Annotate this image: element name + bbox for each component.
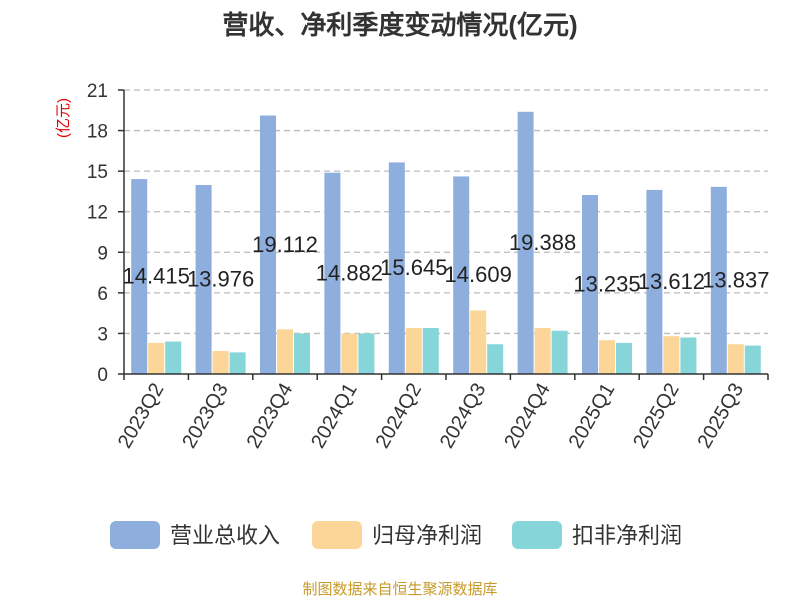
x-tick-label: 2025Q3 <box>693 380 748 453</box>
x-tick-label: 2023Q2 <box>114 380 169 453</box>
bar-deducted-profit <box>487 344 504 374</box>
bar-net-profit <box>212 351 229 374</box>
bar-net-profit <box>534 328 551 374</box>
bar-net-profit <box>599 340 615 374</box>
bar-net-profit <box>663 336 680 374</box>
bar-net-profit <box>148 342 165 374</box>
axes <box>123 90 768 375</box>
data-label: 13.612 <box>638 269 705 294</box>
bar-deducted-profit <box>680 337 697 374</box>
bar-revenue <box>453 176 470 374</box>
bar-revenue <box>388 162 405 374</box>
data-label: 19.388 <box>509 230 576 255</box>
legend-label: 营业总收入 <box>170 523 280 548</box>
y-axis-ticks: 0 3 6 9 12 15 18 21 <box>87 81 124 386</box>
legend-swatch <box>312 521 362 549</box>
bar-revenue <box>710 186 727 374</box>
bar-net-profit <box>727 344 744 374</box>
y-tick-label: 3 <box>97 324 108 345</box>
gridlines <box>124 89 768 335</box>
bar-deducted-profit <box>616 342 632 374</box>
x-tick-label: 2023Q4 <box>243 380 298 453</box>
chart-title: 营收、净利季度变动情况(亿元) <box>222 10 577 40</box>
bar-deducted-profit <box>229 352 246 374</box>
bar-net-profit <box>470 310 487 374</box>
x-tick-label: 2024Q2 <box>371 380 426 453</box>
y-tick-label: 0 <box>97 365 108 386</box>
data-label: 19.112 <box>252 232 318 257</box>
source-note: 制图数据来自恒生聚源数据库 <box>302 581 497 598</box>
data-label: 14.415 <box>123 264 190 289</box>
x-tick-label: 2024Q3 <box>436 380 491 453</box>
bar-deducted-profit <box>358 333 375 374</box>
y-tick-label: 21 <box>87 81 108 102</box>
bar-revenue <box>131 179 148 374</box>
bar-deducted-profit <box>551 330 568 374</box>
bar-revenue <box>517 111 534 374</box>
y-tick-label: 6 <box>97 284 108 305</box>
legend: 营业总收入 归母净利润 扣非净利润 <box>110 521 682 549</box>
y-axis-label: (亿元) <box>55 98 72 138</box>
x-tick-label: 2024Q1 <box>307 380 362 453</box>
data-label: 13.976 <box>187 266 254 291</box>
legend-swatch <box>512 521 562 549</box>
data-label: 13.837 <box>702 267 769 292</box>
data-label: 13.235 <box>573 272 640 297</box>
bar-net-profit <box>341 333 358 374</box>
bar-revenue <box>324 172 341 374</box>
bar-revenue <box>646 189 663 374</box>
bar-deducted-profit <box>422 328 439 374</box>
data-label: 14.609 <box>445 262 512 287</box>
bar-revenue <box>582 195 598 374</box>
data-label: 14.882 <box>316 260 383 285</box>
bar-deducted-profit <box>294 333 310 374</box>
legend-label: 归母净利润 <box>372 523 482 548</box>
x-tick-label: 2023Q3 <box>178 380 233 453</box>
bar-revenue <box>195 184 212 374</box>
y-tick-label: 18 <box>87 122 108 143</box>
bar-deducted-profit <box>744 345 761 374</box>
x-tick-label: 2025Q2 <box>629 380 684 453</box>
x-axis-ticks: 2023Q2 2023Q3 2023Q4 2024Q1 2024Q2 2024Q3 2024… <box>114 374 769 453</box>
y-tick-label: 15 <box>87 162 108 183</box>
y-tick-label: 9 <box>97 243 108 264</box>
bar-net-profit <box>405 328 422 374</box>
bars <box>131 111 761 374</box>
bar-net-profit <box>277 329 293 374</box>
legend-label: 扣非净利润 <box>572 523 682 548</box>
x-tick-label: 2024Q4 <box>500 380 555 453</box>
data-label: 15.645 <box>380 255 447 280</box>
x-tick-label: 2025Q1 <box>565 380 620 453</box>
bar-deducted-profit <box>165 341 182 374</box>
legend-swatch <box>110 521 160 549</box>
bar-revenue <box>260 115 276 374</box>
y-tick-label: 12 <box>87 203 108 224</box>
